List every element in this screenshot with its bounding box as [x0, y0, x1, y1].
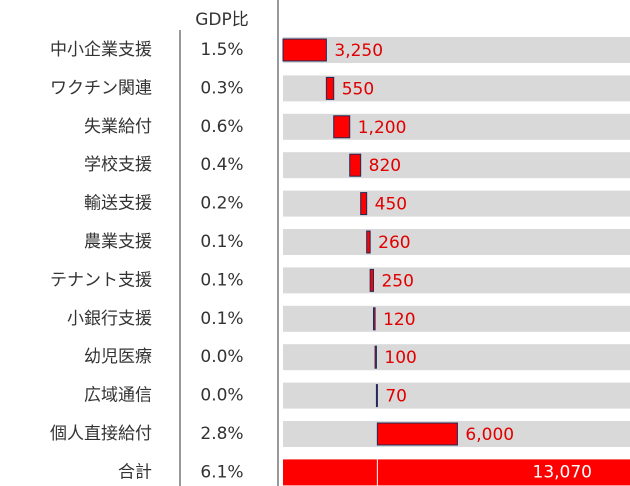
bar — [366, 230, 371, 254]
total-label: 13,070 — [533, 462, 592, 482]
row-label: 中小企業支援 — [50, 40, 152, 60]
track — [283, 305, 630, 332]
bar — [369, 268, 374, 292]
value-label: 3,250 — [334, 41, 383, 61]
value-label: 1,200 — [358, 118, 407, 138]
bar — [325, 76, 335, 100]
total-bar — [283, 459, 630, 486]
value-label: 820 — [369, 156, 401, 176]
row-label: テナント支援 — [50, 270, 152, 290]
row-label: 幼児医療 — [84, 347, 152, 367]
gdp-label: 0.4% — [200, 155, 243, 175]
bar — [282, 38, 327, 62]
row-label: 失業給付 — [84, 117, 152, 137]
row-label: 小銀行支援 — [67, 309, 152, 329]
row-label: 個人直接給付 — [50, 424, 152, 444]
gdp-label: 0.6% — [200, 117, 243, 137]
gdp-label: 0.1% — [200, 232, 243, 252]
row-label: 学校支援 — [84, 155, 152, 175]
track — [283, 37, 630, 63]
value-label: 6,000 — [465, 425, 514, 445]
value-label: 250 — [381, 271, 413, 291]
gdp-label: 0.2% — [200, 194, 243, 214]
bar — [375, 384, 378, 408]
gdp-label: 1.5% — [200, 40, 243, 60]
gdp-label: 0.3% — [200, 78, 243, 98]
gdp-label: 0.1% — [200, 270, 243, 290]
row-label: 輸送支援 — [84, 194, 152, 214]
bar — [360, 192, 368, 216]
value-label: 100 — [384, 348, 416, 368]
track — [283, 267, 630, 294]
gdp-label: 0.0% — [200, 386, 243, 406]
row-label: 広域通信 — [84, 386, 152, 406]
row-label: 農業支援 — [84, 232, 152, 252]
value-label: 120 — [383, 310, 415, 330]
bar — [372, 307, 376, 331]
bar — [333, 115, 351, 139]
bar — [376, 422, 458, 446]
bar — [349, 153, 362, 177]
track — [283, 190, 630, 217]
gdp-label: 0.0% — [200, 347, 243, 367]
gdp-label: 2.8% — [200, 424, 243, 444]
value-label: 450 — [375, 195, 407, 215]
track — [283, 344, 630, 371]
gdp-label: 0.1% — [200, 309, 243, 329]
bar — [374, 345, 377, 369]
row-label: ワクチン関連 — [50, 78, 152, 98]
track — [283, 229, 630, 255]
value-label: 260 — [378, 233, 410, 253]
track — [283, 75, 630, 102]
gdp-label: 6.1% — [200, 462, 243, 482]
value-label: 550 — [342, 79, 374, 99]
row-label: 合計 — [118, 462, 152, 482]
track — [283, 152, 630, 179]
column-header: GDP比 — [195, 10, 249, 30]
value-label: 70 — [385, 387, 407, 407]
track — [283, 382, 630, 409]
